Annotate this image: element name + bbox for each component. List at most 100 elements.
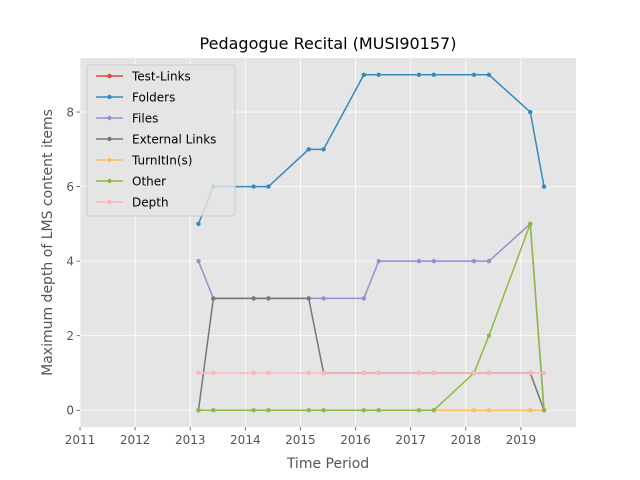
- data-point-files: [486, 258, 492, 264]
- x-tick-label: 2014: [230, 433, 261, 447]
- data-point-other: [251, 408, 256, 413]
- legend-marker: [107, 178, 112, 184]
- legend-marker: [107, 136, 112, 142]
- data-point-other: [306, 408, 311, 413]
- data-point-depth: [541, 370, 547, 376]
- data-point-depth: [251, 370, 256, 376]
- data-point-folders: [321, 147, 326, 152]
- data-point-depth: [321, 370, 326, 376]
- data-point-other: [376, 408, 381, 413]
- data-point-folders: [251, 184, 256, 189]
- data-point-depth: [486, 370, 492, 376]
- legend-label: Depth: [132, 196, 169, 210]
- data-point-turnitin-s: [528, 408, 533, 413]
- data-point-folders: [528, 109, 533, 115]
- x-tick-label: 2012: [120, 433, 151, 447]
- y-tick-label: 6: [66, 180, 74, 194]
- y-axis-ticks: 0 2 4 6 8: [66, 106, 80, 418]
- legend-item: Folders: [96, 91, 175, 105]
- data-point-depth: [416, 370, 422, 376]
- data-point-folders: [471, 72, 477, 77]
- data-point-depth: [376, 370, 381, 376]
- legend: Test-Links Folders Files External Links Turn…: [86, 64, 236, 217]
- data-point-other: [211, 408, 216, 413]
- data-point-folders: [376, 72, 381, 77]
- y-axis-label: Maximum depth of LMS content items: [40, 109, 56, 376]
- series-group: [196, 72, 547, 413]
- series-line-folders: [197, 74, 545, 225]
- legend-marker: [107, 94, 112, 100]
- data-point-depth: [361, 370, 367, 376]
- data-point-other: [361, 408, 367, 413]
- data-point-other: [416, 408, 422, 413]
- data-point-turnitin-s: [471, 408, 477, 413]
- series-other: [196, 221, 547, 413]
- legend-marker: [107, 157, 112, 163]
- data-point-files: [416, 258, 422, 264]
- x-tick-label: 2015: [285, 433, 316, 447]
- data-point-files: [321, 296, 326, 301]
- legend-label: Files: [132, 112, 158, 126]
- data-point-other: [528, 221, 533, 227]
- data-point-depth: [211, 370, 216, 376]
- data-point-folders: [361, 72, 367, 77]
- series-depth: [196, 370, 547, 376]
- legend-item: External Links: [96, 133, 216, 147]
- legend-frame: [86, 64, 236, 217]
- data-point-depth: [266, 370, 271, 376]
- x-tick-label: 2017: [395, 433, 426, 447]
- data-point-folders: [431, 72, 437, 77]
- legend-label: Other: [132, 175, 166, 189]
- x-tick-label: 2016: [340, 433, 371, 447]
- data-point-other: [196, 408, 201, 413]
- data-point-files: [431, 258, 437, 264]
- data-point-files: [361, 296, 367, 301]
- x-axis-label: Time Period: [286, 456, 369, 472]
- data-point-depth: [431, 370, 437, 376]
- x-tick-label: 2018: [451, 433, 482, 447]
- data-point-folders: [541, 184, 547, 189]
- x-axis-ticks: 2011 2012 2013 2014 2015 2016 2017 2018 2019: [65, 427, 536, 447]
- data-point-external-links: [306, 296, 311, 301]
- data-point-folders: [416, 72, 422, 77]
- chart-title: Pedagogue Recital (MUSI90157): [200, 34, 457, 53]
- data-point-other: [486, 333, 492, 338]
- data-point-folders: [266, 184, 271, 189]
- data-point-other: [321, 408, 326, 413]
- y-tick-label: 4: [66, 255, 74, 269]
- data-point-external-links: [211, 296, 216, 301]
- data-point-depth: [306, 370, 311, 376]
- x-tick-label: 2019: [506, 433, 537, 447]
- legend-item: Test-Links: [96, 70, 191, 84]
- data-point-folders: [486, 72, 492, 77]
- legend-item: Files: [96, 112, 158, 126]
- x-tick-label: 2011: [65, 433, 96, 447]
- legend-label: External Links: [132, 133, 216, 147]
- legend-label: Folders: [132, 91, 175, 105]
- legend-marker: [107, 73, 112, 79]
- data-point-turnitin-s: [486, 408, 492, 413]
- legend-label: TurnItIn(s): [131, 154, 192, 168]
- data-point-other: [541, 408, 547, 413]
- series-line-other: [198, 223, 545, 411]
- series-folders: [196, 72, 547, 227]
- y-tick-label: 8: [66, 106, 74, 120]
- data-point-folders: [306, 147, 311, 152]
- data-point-files: [376, 258, 381, 264]
- data-point-external-links: [251, 296, 256, 301]
- data-point-folders: [196, 221, 201, 227]
- data-point-other: [431, 408, 437, 413]
- data-point-depth: [471, 370, 477, 376]
- legend-marker: [107, 115, 112, 121]
- data-point-files: [196, 258, 201, 264]
- y-tick-label: 2: [66, 329, 74, 343]
- legend-item: Other: [96, 175, 166, 189]
- data-point-other: [266, 408, 271, 413]
- data-point-external-links: [266, 296, 271, 301]
- legend-marker: [107, 199, 112, 205]
- data-point-files: [471, 258, 477, 264]
- x-tick-label: 2013: [175, 433, 206, 447]
- data-point-depth: [196, 370, 201, 376]
- legend-label: Test-Links: [131, 70, 191, 84]
